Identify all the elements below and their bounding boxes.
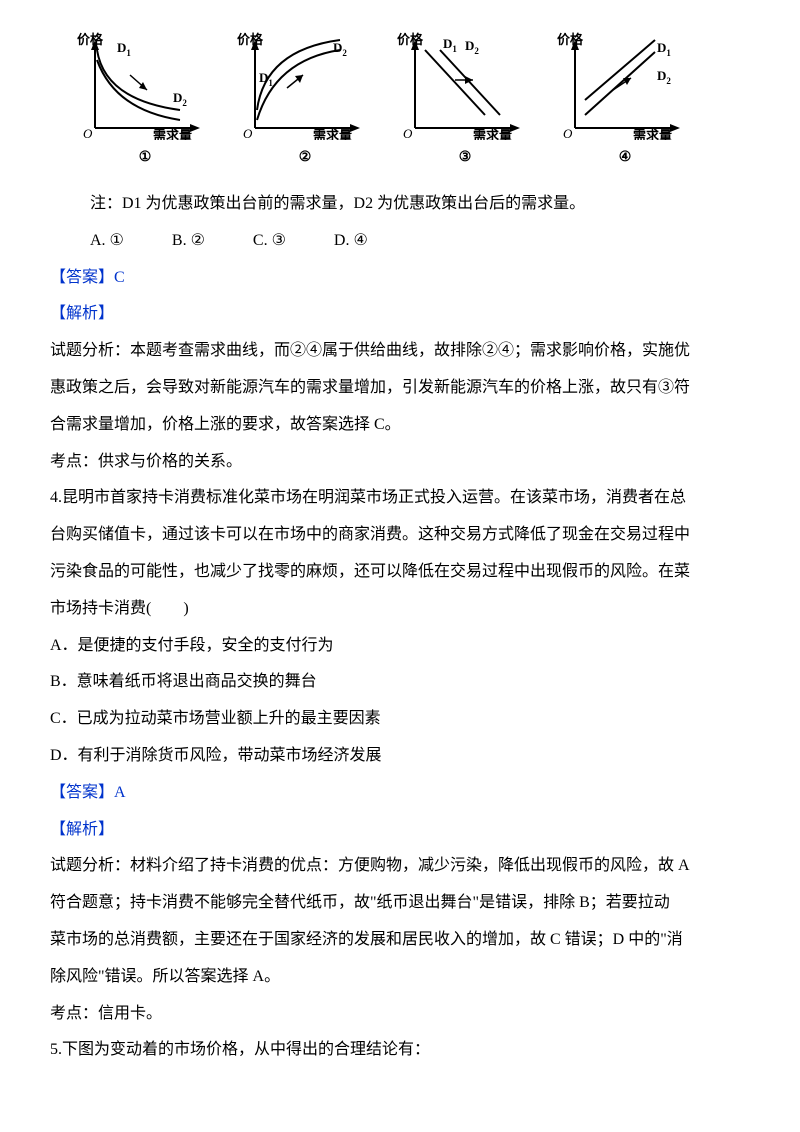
q4-line1: 4.昆明市首家持卡消费标准化菜市场在明润菜市场正式投入运营。在该菜市场，消费者在… (50, 480, 750, 517)
jx1-line3: 合需求量增加，价格上涨的要求，故答案选择 C。 (50, 407, 750, 444)
jx4-line4: 除风险"错误。所以答案选择 A。 (50, 959, 750, 996)
charts-row: 价格 O 需求量 D1 D2 价格 O 需求量 D1 D2 (70, 30, 750, 145)
svg-text:D2: D2 (657, 68, 671, 86)
q4-line2: 台购买储值卡，通过该卡可以在市场中的商家消费。这种交易方式降低了现金在交易过程中 (50, 517, 750, 554)
circled-4: ④ (550, 149, 700, 166)
svg-text:D1: D1 (117, 40, 131, 58)
q4-opt-c: C．已成为拉动菜市场营业额上升的最主要因素 (50, 701, 750, 738)
circled-3: ③ (390, 149, 540, 166)
svg-text:O: O (403, 126, 413, 140)
svg-text:需求量: 需求量 (633, 128, 672, 140)
jx1-line2: 惠政策之后，会导致对新能源汽车的需求量增加，引发新能源汽车的价格上涨，故只有③符 (50, 370, 750, 407)
q4-opt-b: B．意味着纸币将退出商品交换的舞台 (50, 664, 750, 701)
answer-3: 【答案】C (50, 260, 750, 297)
jx4-line3: 菜市场的总消费额，主要还在于国家经济的发展和居民收入的增加，故 C 错误；D 中… (50, 922, 750, 959)
svg-text:O: O (563, 126, 573, 140)
svg-text:D2: D2 (333, 40, 347, 58)
svg-text:需求量: 需求量 (473, 128, 512, 140)
svg-text:需求量: 需求量 (313, 128, 352, 140)
jx4-kd: 考点：信用卡。 (50, 996, 750, 1033)
circled-1: ① (70, 149, 220, 166)
svg-text:价格: 价格 (397, 32, 424, 47)
svg-text:O: O (243, 126, 253, 140)
svg-text:D2: D2 (465, 38, 479, 56)
svg-text:价格: 价格 (237, 32, 264, 47)
chart-2: 价格 O 需求量 D1 D2 (230, 30, 380, 145)
y-axis-label: 价格 (77, 32, 104, 47)
svg-text:D1: D1 (443, 36, 457, 54)
answer-4: 【答案】A (50, 775, 750, 812)
jiexi-label: 【解析】 (50, 296, 750, 333)
origin: O (83, 126, 93, 140)
svg-text:D2: D2 (173, 90, 187, 108)
x-axis-label: 需求量 (153, 128, 192, 140)
note-text: 注：D1 为优惠政策出台前的需求量，D2 为优惠政策出台后的需求量。 (50, 186, 750, 223)
jx4-line2: 符合题意；持卡消费不能够完全替代纸币，故"纸币退出舞台"是错误，排除 B；若要拉… (50, 885, 750, 922)
jiexi-label-4: 【解析】 (50, 812, 750, 849)
q4-opt-d: D．有利于消除货币风险，带动菜市场经济发展 (50, 738, 750, 775)
jx1-kd: 考点：供求与价格的关系。 (50, 444, 750, 481)
chart-labels: ① ② ③ ④ (70, 149, 750, 166)
options-line: A. ① B. ② C. ③ D. ④ (50, 223, 750, 260)
chart-1: 价格 O 需求量 D1 D2 (70, 30, 220, 145)
jx4-line1: 试题分析：材料介绍了持卡消费的优点：方便购物，减少污染，降低出现假币的风险，故 … (50, 848, 750, 885)
chart-3: 价格 O 需求量 D1 D2 (390, 30, 540, 145)
svg-text:价格: 价格 (557, 32, 584, 47)
q4-line3: 污染食品的可能性，也减少了找零的麻烦，还可以降低在交易过程中出现假币的风险。在菜 (50, 554, 750, 591)
q4-line4: 市场持卡消费( ) (50, 591, 750, 628)
jx1-line1: 试题分析：本题考查需求曲线，而②④属于供给曲线，故排除②④；需求影响价格，实施优 (50, 333, 750, 370)
q4-opt-a: A．是便捷的支付手段，安全的支付行为 (50, 628, 750, 665)
circled-2: ② (230, 149, 380, 166)
svg-text:D1: D1 (657, 40, 671, 58)
q5: 5.下图为变动着的市场价格，从中得出的合理结论有： (50, 1032, 750, 1069)
chart-4: 价格 O 需求量 D1 D2 (550, 30, 700, 145)
